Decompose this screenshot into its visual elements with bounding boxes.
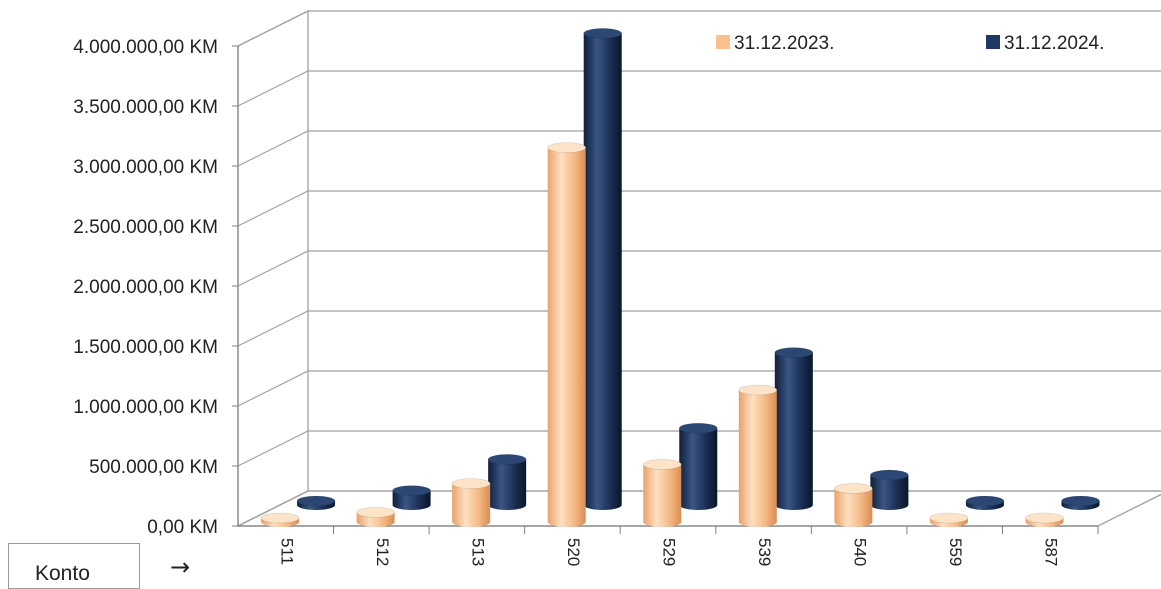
bar bbox=[678, 422, 718, 510]
y-tick-label: 1.500.000,00 KM bbox=[73, 337, 218, 358]
y-tick-label: 3.500.000,00 KM bbox=[73, 97, 218, 118]
gridline bbox=[237, 130, 1161, 167]
legend-label: 31.12.2024. bbox=[1004, 33, 1104, 54]
bar bbox=[774, 347, 814, 510]
bar bbox=[834, 483, 873, 527]
gridline bbox=[237, 10, 1161, 47]
y-tick-label: 500.000,00 KM bbox=[89, 457, 218, 478]
y-tick-label: 1.000.000,00 KM bbox=[73, 397, 218, 418]
gridline bbox=[237, 190, 1161, 227]
x-tick-label: 587 bbox=[1042, 538, 1061, 566]
bars bbox=[260, 28, 1100, 527]
y-tick-label: 0,00 KM bbox=[147, 517, 218, 538]
x-tick-label: 559 bbox=[946, 538, 965, 566]
y-axis-ticks: 0,00 KM 500.000,00 KM 1.000.000,00 KM 1.500… bbox=[73, 37, 218, 538]
bar bbox=[965, 495, 1005, 510]
legend-swatch bbox=[716, 35, 730, 49]
arrow-icon: → bbox=[170, 553, 191, 581]
axis-label-konto: Konto bbox=[8, 543, 140, 589]
y-tick-label: 3.000.000,00 KM bbox=[73, 157, 218, 178]
bar bbox=[1025, 512, 1064, 527]
bar bbox=[487, 454, 527, 510]
gridline bbox=[237, 370, 1161, 407]
bar bbox=[583, 28, 623, 511]
gridline bbox=[237, 310, 1161, 347]
bar bbox=[260, 512, 300, 527]
x-tick-label: 511 bbox=[277, 538, 296, 565]
y-tick-label: 2.000.000,00 KM bbox=[73, 277, 218, 298]
bar bbox=[738, 384, 778, 527]
x-tick-label: 539 bbox=[755, 538, 774, 566]
gridline bbox=[237, 250, 1161, 287]
legend: 31.12.2023. 31.12.2024. bbox=[716, 33, 1104, 54]
x-tick-label: 512 bbox=[373, 538, 392, 566]
x-tick-label: 513 bbox=[468, 538, 487, 566]
bar bbox=[451, 478, 491, 527]
bar bbox=[356, 507, 395, 527]
y-tick-label: 4.000.000,00 KM bbox=[73, 37, 218, 58]
y-tick-label: 2.500.000,00 KM bbox=[73, 217, 218, 238]
bar bbox=[870, 469, 909, 510]
bar bbox=[642, 459, 682, 527]
bar bbox=[296, 495, 336, 510]
bar bbox=[392, 485, 431, 510]
gridline bbox=[237, 430, 1161, 467]
x-axis-ticks: 511 512 513 520 529 539 540 559 587 bbox=[277, 538, 1060, 566]
legend-swatch bbox=[986, 35, 1000, 49]
x-tick-label: 529 bbox=[660, 538, 679, 566]
x-tick-label: 520 bbox=[564, 538, 583, 566]
bar bbox=[1061, 495, 1100, 510]
bar bbox=[547, 142, 587, 527]
x-tick-label: 540 bbox=[851, 538, 870, 566]
gridline bbox=[237, 70, 1161, 107]
legend-label: 31.12.2023. bbox=[734, 33, 834, 54]
bar bbox=[929, 512, 969, 527]
